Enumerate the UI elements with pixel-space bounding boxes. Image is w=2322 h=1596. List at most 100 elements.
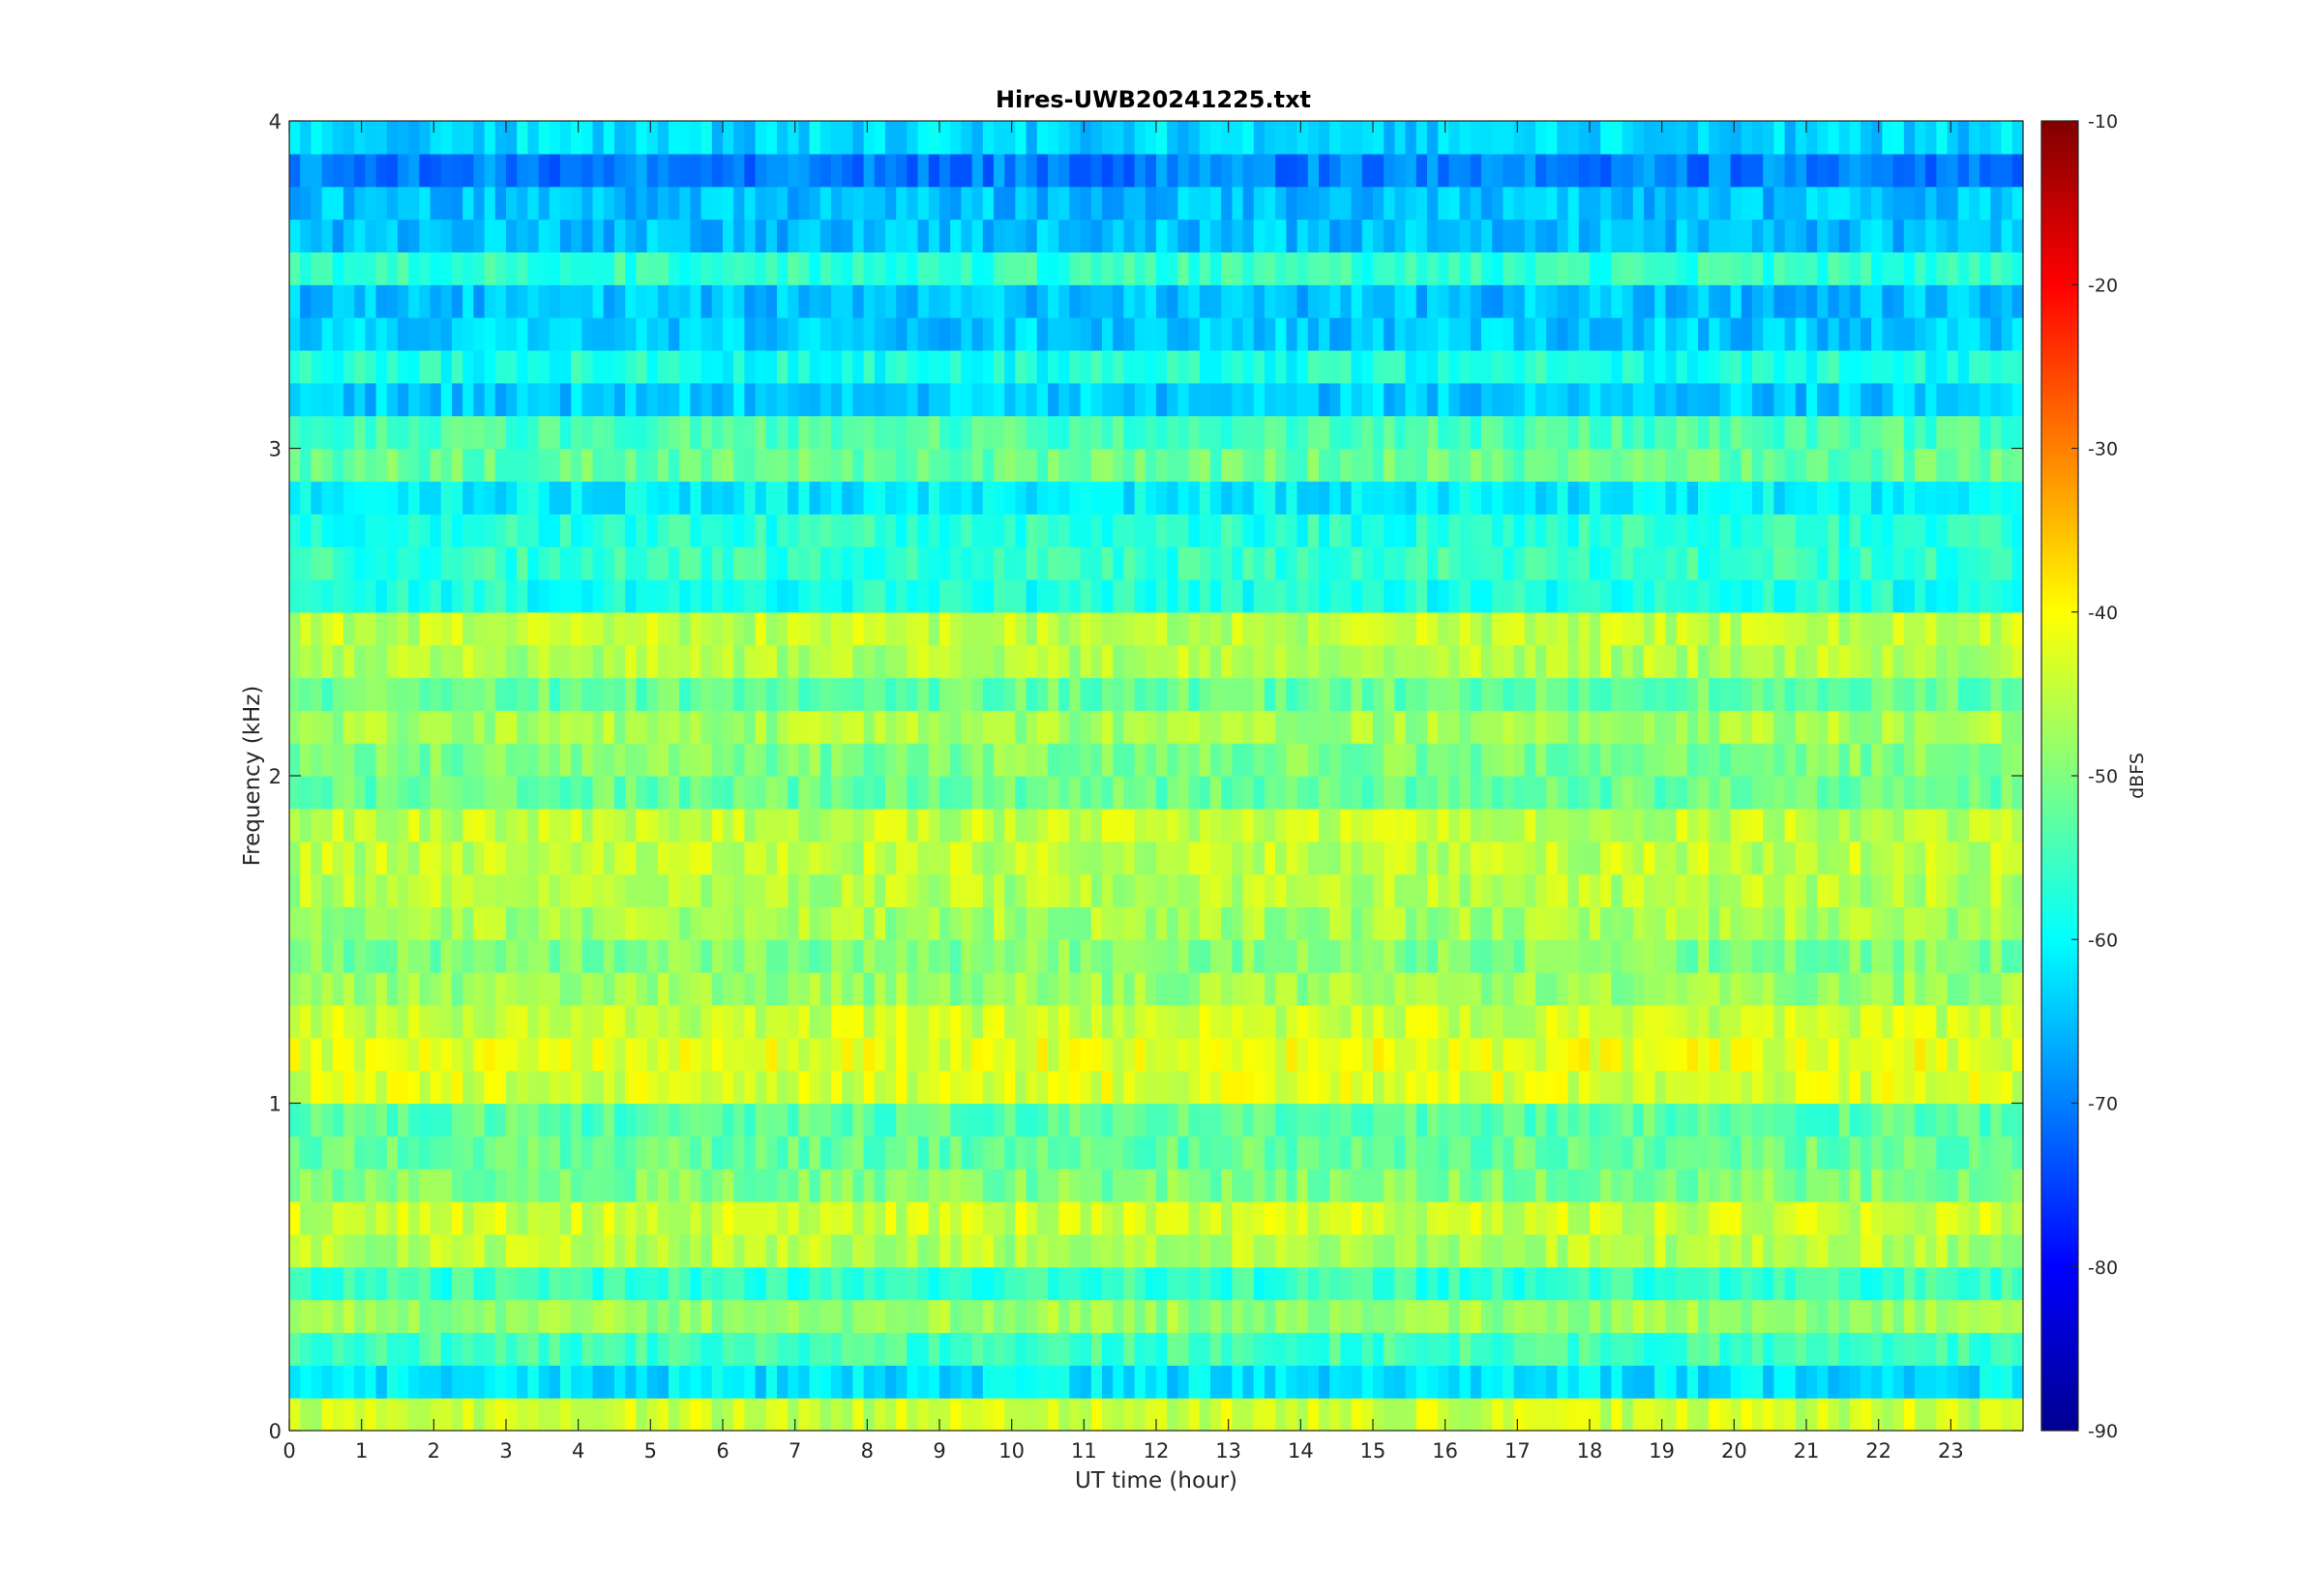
heatmap-cell bbox=[819, 972, 832, 1006]
heatmap-cell bbox=[1524, 514, 1536, 547]
heatmap-cell bbox=[614, 841, 626, 875]
heatmap-cell bbox=[1622, 808, 1634, 842]
heatmap-cell bbox=[462, 776, 474, 810]
heatmap-cell bbox=[1882, 415, 1894, 450]
heatmap-cell bbox=[527, 1233, 540, 1268]
heatmap-cell bbox=[842, 743, 853, 777]
heatmap-cell bbox=[386, 1266, 399, 1301]
heatmap-cell bbox=[1329, 906, 1341, 940]
heatmap-cell bbox=[1936, 710, 1949, 744]
heatmap-cell bbox=[1936, 644, 1949, 679]
heatmap-cell bbox=[1296, 873, 1309, 907]
heatmap-cell bbox=[603, 644, 615, 679]
heatmap-cell bbox=[1156, 1365, 1168, 1399]
heatmap-cell bbox=[1709, 547, 1720, 580]
heatmap-cell bbox=[1188, 743, 1201, 777]
heatmap-cell bbox=[1069, 644, 1082, 679]
heatmap-cell bbox=[1838, 644, 1851, 679]
heatmap-cell bbox=[311, 514, 323, 547]
heatmap-cell bbox=[1221, 415, 1233, 450]
heatmap-cell bbox=[1947, 710, 1959, 744]
heatmap-cell bbox=[1481, 1037, 1493, 1072]
heatmap-cell bbox=[1004, 1365, 1016, 1399]
heatmap-cell bbox=[2011, 514, 2024, 547]
heatmap-cell bbox=[517, 677, 528, 711]
heatmap-cell bbox=[765, 415, 778, 450]
heatmap-cell bbox=[1925, 743, 1937, 777]
heatmap-cell bbox=[1492, 873, 1503, 907]
heatmap-cell bbox=[1611, 481, 1623, 515]
heatmap-cell bbox=[1795, 1201, 1807, 1235]
heatmap-cell bbox=[1513, 906, 1526, 940]
heatmap-cell bbox=[592, 939, 605, 973]
heatmap-cell bbox=[1134, 1103, 1146, 1137]
heatmap-cell bbox=[1567, 611, 1580, 646]
heatmap-cell bbox=[527, 578, 540, 613]
heatmap-cell bbox=[1698, 644, 1710, 679]
heatmap-cell bbox=[939, 972, 951, 1006]
heatmap-cell bbox=[1849, 1136, 1861, 1169]
heatmap-cell bbox=[1134, 776, 1146, 810]
heatmap-cell bbox=[1048, 611, 1059, 646]
heatmap-cell bbox=[657, 415, 670, 450]
heatmap-cell bbox=[1275, 1398, 1287, 1432]
heatmap-cell bbox=[1492, 1398, 1503, 1432]
heatmap-cell bbox=[1513, 743, 1526, 777]
heatmap-cell bbox=[1492, 743, 1503, 777]
heatmap-cell bbox=[581, 808, 594, 842]
heatmap-cell bbox=[365, 1168, 377, 1202]
heatmap-cell bbox=[1600, 808, 1612, 842]
heatmap-cell bbox=[788, 1398, 799, 1432]
heatmap-cell bbox=[1590, 611, 1601, 646]
heatmap-cell bbox=[289, 677, 301, 711]
heatmap-cell bbox=[1199, 1266, 1211, 1301]
heatmap-cell bbox=[907, 415, 919, 450]
heatmap-cell bbox=[928, 1136, 940, 1169]
heatmap-cell bbox=[1427, 1037, 1439, 1072]
heatmap-cell bbox=[646, 1168, 659, 1202]
heatmap-cell bbox=[1524, 547, 1536, 580]
heatmap-cell bbox=[1709, 644, 1720, 679]
heatmap-cell bbox=[1773, 547, 1786, 580]
heatmap-cell bbox=[885, 841, 897, 875]
heatmap-cell bbox=[1438, 1299, 1449, 1334]
heatmap-cell bbox=[560, 514, 572, 547]
heatmap-cell bbox=[1632, 1103, 1645, 1137]
heatmap-cell bbox=[700, 1398, 713, 1432]
heatmap-cell bbox=[842, 906, 853, 940]
heatmap-cell bbox=[928, 776, 940, 810]
heatmap-cell bbox=[896, 710, 908, 744]
heatmap-cell bbox=[1481, 1398, 1493, 1432]
heatmap-cell bbox=[1113, 972, 1124, 1006]
heatmap-cell bbox=[560, 578, 572, 613]
heatmap-cell bbox=[1307, 873, 1320, 907]
heatmap-cell bbox=[1936, 1266, 1949, 1301]
heatmap-cell bbox=[1394, 1004, 1407, 1039]
heatmap-cell bbox=[1319, 1365, 1330, 1399]
heatmap-cell bbox=[1481, 1004, 1493, 1039]
heatmap-cell bbox=[950, 808, 962, 842]
heatmap-cell bbox=[1752, 481, 1764, 515]
heatmap-cell bbox=[1882, 776, 1894, 810]
heatmap-cell bbox=[1969, 873, 1980, 907]
heatmap-cell bbox=[430, 1398, 442, 1432]
heatmap-cell bbox=[430, 873, 442, 907]
heatmap-cell bbox=[961, 1266, 973, 1301]
heatmap-cell bbox=[1319, 1004, 1330, 1039]
heatmap-cell bbox=[700, 448, 713, 482]
heatmap-cell bbox=[614, 547, 626, 580]
heatmap-cell bbox=[1329, 1299, 1341, 1334]
heatmap-cell bbox=[1048, 1332, 1059, 1366]
heatmap-cell bbox=[755, 481, 767, 515]
heatmap-cell bbox=[1265, 972, 1276, 1006]
heatmap-cell bbox=[1838, 808, 1851, 842]
heatmap-cell bbox=[2011, 710, 2024, 744]
heatmap-cell bbox=[2001, 1201, 2013, 1235]
heatmap-cell bbox=[1915, 611, 1926, 646]
heatmap-cell bbox=[809, 1136, 821, 1169]
heatmap-cell bbox=[1578, 1103, 1591, 1137]
heatmap-cell bbox=[1903, 1299, 1916, 1334]
heatmap-cell bbox=[1535, 611, 1547, 646]
heatmap-cell bbox=[1611, 906, 1623, 940]
heatmap-cell bbox=[733, 448, 745, 482]
